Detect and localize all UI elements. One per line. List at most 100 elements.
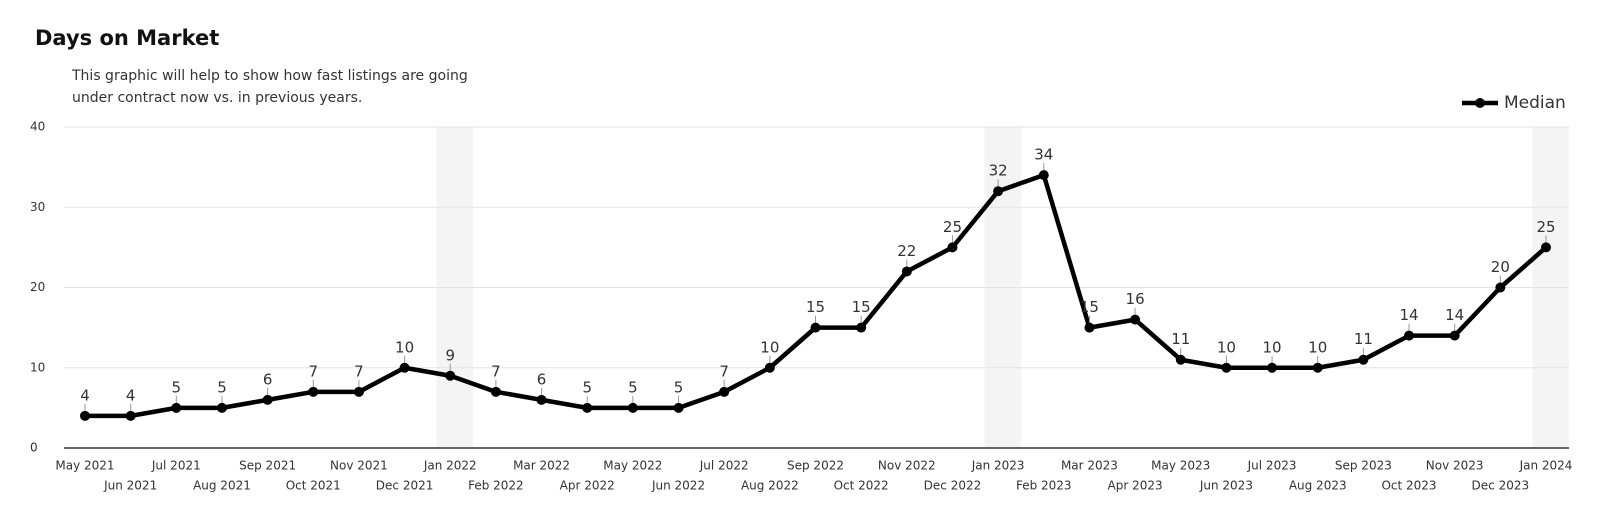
data-label: 9	[445, 346, 455, 364]
data-point	[1130, 314, 1141, 325]
data-point	[1358, 354, 1369, 365]
data-label: 5	[217, 378, 227, 396]
x-tick-label: Jun 2023	[1199, 479, 1253, 493]
data-point	[125, 410, 136, 421]
y-tick-label: 10	[30, 360, 45, 374]
x-tick-label: Jan 2023	[971, 459, 1025, 473]
data-label: 34	[1034, 146, 1053, 164]
data-point	[1267, 362, 1278, 373]
data-point	[1541, 242, 1551, 253]
data-point	[1449, 330, 1460, 341]
data-label: 11	[1354, 330, 1373, 348]
data-label: 25	[943, 218, 962, 236]
x-tick-label: Jun 2021	[103, 479, 157, 493]
data-label: 10	[760, 338, 779, 356]
data-label: 5	[628, 378, 638, 396]
data-label: 15	[806, 298, 825, 316]
data-label: 4	[126, 386, 136, 404]
data-label: 10	[1263, 338, 1282, 356]
data-label: 25	[1536, 218, 1555, 236]
data-label: 32	[989, 162, 1008, 180]
x-tick-label: Jul 2022	[699, 459, 749, 473]
data-label: 7	[309, 362, 319, 380]
data-point	[901, 266, 912, 277]
data-label: 10	[1308, 338, 1327, 356]
data-label: 7	[491, 362, 501, 380]
data-point	[856, 322, 867, 333]
data-point	[80, 410, 90, 421]
data-point	[719, 386, 730, 397]
y-tick-label: 0	[30, 441, 38, 455]
data-point	[536, 394, 547, 405]
data-point	[353, 386, 364, 397]
data-label: 10	[395, 338, 414, 356]
x-tick-label: May 2023	[1151, 459, 1210, 473]
y-tick-label: 30	[30, 200, 45, 214]
chart-title: Days on Market	[35, 26, 220, 50]
x-tick-label: Nov 2022	[878, 459, 936, 473]
x-tick-label: Sep 2023	[1335, 459, 1392, 473]
x-tick-label: Jan 2024	[1519, 459, 1573, 473]
y-tick-label: 40	[30, 120, 45, 134]
x-tick-label: Mar 2023	[1061, 459, 1118, 473]
x-tick-label: Jul 2021	[151, 459, 201, 473]
x-tick-label: Sep 2021	[239, 459, 296, 473]
x-tick-label: May 2022	[603, 459, 662, 473]
series-line	[85, 172, 1548, 419]
x-tick-label: Jan 2022	[423, 459, 477, 473]
x-tick-label: Nov 2021	[330, 459, 388, 473]
data-point	[582, 402, 593, 413]
x-tick-label: May 2021	[55, 459, 114, 473]
x-tick-label: Apr 2022	[560, 479, 615, 493]
data-label: 14	[1445, 306, 1464, 324]
data-label: 10	[1217, 338, 1236, 356]
x-tick-label: Feb 2022	[468, 479, 524, 493]
x-tick-label: Sep 2022	[787, 459, 844, 473]
chart-subtitle: This graphic will help to show how fast …	[72, 68, 468, 106]
data-point	[1038, 170, 1049, 181]
x-tick-label: Feb 2023	[1016, 479, 1072, 493]
y-tick-label: 20	[30, 280, 45, 294]
x-tick-label: Dec 2023	[1472, 479, 1530, 493]
data-label: 16	[1126, 290, 1145, 308]
x-tick-label: Oct 2022	[834, 479, 889, 493]
data-label: 6	[263, 370, 273, 388]
data-label: 22	[897, 242, 916, 260]
data-point	[1495, 282, 1506, 293]
data-point	[171, 402, 182, 413]
data-label: 14	[1399, 306, 1418, 324]
legend-label: Median	[1504, 93, 1566, 113]
data-label: 15	[1080, 298, 1099, 316]
data-label: 20	[1491, 258, 1510, 276]
data-point	[764, 362, 775, 373]
x-tick-label: Nov 2023	[1426, 459, 1484, 473]
x-tick-label: Mar 2022	[513, 459, 570, 473]
data-label: 6	[537, 370, 547, 388]
data-label: 11	[1171, 330, 1190, 348]
data-label: 7	[354, 362, 364, 380]
data-label: 15	[852, 298, 871, 316]
data-point	[993, 186, 1004, 197]
data-point	[1312, 362, 1323, 373]
x-tick-label: Aug 2021	[193, 479, 251, 493]
data-point	[262, 394, 273, 405]
data-point	[308, 386, 319, 397]
data-point	[673, 402, 684, 413]
data-point	[1084, 322, 1095, 333]
x-tick-label: Oct 2023	[1381, 479, 1436, 493]
data-point	[445, 370, 456, 381]
legend-marker	[1475, 98, 1485, 108]
x-tick-label: Apr 2023	[1108, 479, 1163, 493]
data-point	[810, 322, 821, 333]
data-label: 5	[582, 378, 592, 396]
data-point	[1404, 330, 1415, 341]
x-tick-label: Dec 2022	[924, 479, 982, 493]
data-point	[1221, 362, 1232, 373]
x-tick-label: Aug 2022	[741, 479, 799, 493]
x-tick-label: Aug 2023	[1289, 479, 1347, 493]
data-point	[947, 242, 958, 253]
data-point	[490, 386, 501, 397]
data-label: 4	[80, 386, 90, 404]
